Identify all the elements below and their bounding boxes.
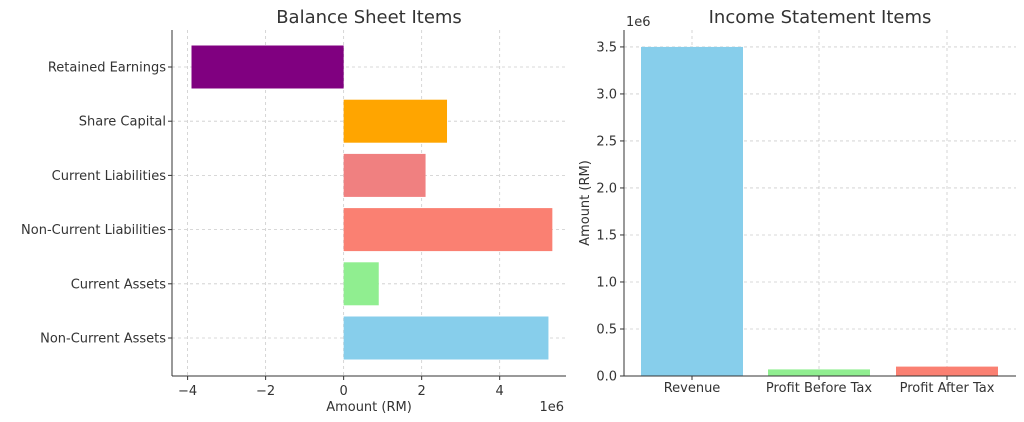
category-label-current-assets: Current Assets bbox=[71, 277, 166, 292]
category-label-share-capital: Share Capital bbox=[79, 115, 166, 130]
balance-sheet-offset-label: 1e6 bbox=[539, 400, 564, 415]
category-label-profit-after-tax: Profit After Tax bbox=[900, 381, 995, 396]
bar-current-liabilities bbox=[343, 153, 426, 197]
balance-sheet-x-label: Amount (RM) bbox=[326, 400, 412, 415]
category-label-profit-before-tax: Profit Before Tax bbox=[766, 381, 872, 396]
balance-sheet-x-tick-label: 2 bbox=[418, 384, 426, 399]
balance-sheet-title: Balance Sheet Items bbox=[276, 7, 462, 28]
balance-sheet-x-tick-label: −2 bbox=[256, 384, 275, 399]
bar-current-assets bbox=[343, 262, 379, 306]
balance-sheet-bars bbox=[191, 45, 553, 360]
income-statement-y-tick-label: 1.5 bbox=[596, 228, 617, 243]
category-label-retained-earnings: Retained Earnings bbox=[48, 61, 166, 76]
income-statement-y-tick-label: 0.5 bbox=[596, 322, 617, 337]
category-label-current-liabilities: Current Liabilities bbox=[52, 169, 167, 184]
income-statement-bars bbox=[641, 46, 998, 376]
income-statement-y-tick-label: 3.5 bbox=[596, 40, 617, 55]
income-statement-y-label: Amount (RM) bbox=[578, 160, 593, 246]
category-label-non-current-liabilities: Non-Current Liabilities bbox=[21, 223, 166, 238]
income-statement-y-tick-label: 1.0 bbox=[596, 275, 617, 290]
income-statement-chart: Income Statement Items 0.0 0.5 1.0 1.5 2.0 2.… bbox=[578, 7, 1016, 396]
balance-sheet-chart: Balance Sheet Items −4 −2 0 2 4 Non-Current A… bbox=[21, 7, 566, 415]
balance-sheet-x-tick-label: 4 bbox=[496, 384, 504, 399]
income-statement-y-tick-label: 2.5 bbox=[596, 134, 617, 149]
bar-share-capital bbox=[343, 99, 448, 143]
income-statement-title: Income Statement Items bbox=[709, 7, 932, 28]
balance-sheet-x-tick-label: 0 bbox=[340, 384, 348, 399]
bar-retained-earnings bbox=[191, 45, 344, 89]
income-statement-y-tick-label: 2.0 bbox=[596, 181, 617, 196]
balance-sheet-ticks: −4 −2 0 2 4 Non-Current Assets Current Assets N… bbox=[21, 61, 504, 400]
bar-profit-before-tax bbox=[768, 369, 870, 376]
bar-non-current-assets bbox=[343, 316, 549, 360]
balance-sheet-x-tick-label: −4 bbox=[178, 384, 197, 399]
bar-revenue bbox=[641, 46, 743, 376]
bar-profit-after-tax bbox=[896, 366, 998, 376]
income-statement-ticks: 0.0 0.5 1.0 1.5 2.0 2.5 3.0 3.5 Revenue Profit Be… bbox=[596, 40, 994, 396]
bar-non-current-liabilities bbox=[343, 208, 553, 252]
income-statement-y-tick-label: 0.0 bbox=[596, 370, 617, 385]
income-statement-offset-label: 1e6 bbox=[626, 15, 651, 30]
category-label-revenue: Revenue bbox=[664, 381, 721, 396]
category-label-non-current-assets: Non-Current Assets bbox=[40, 332, 166, 347]
income-statement-y-tick-label: 3.0 bbox=[596, 87, 617, 102]
